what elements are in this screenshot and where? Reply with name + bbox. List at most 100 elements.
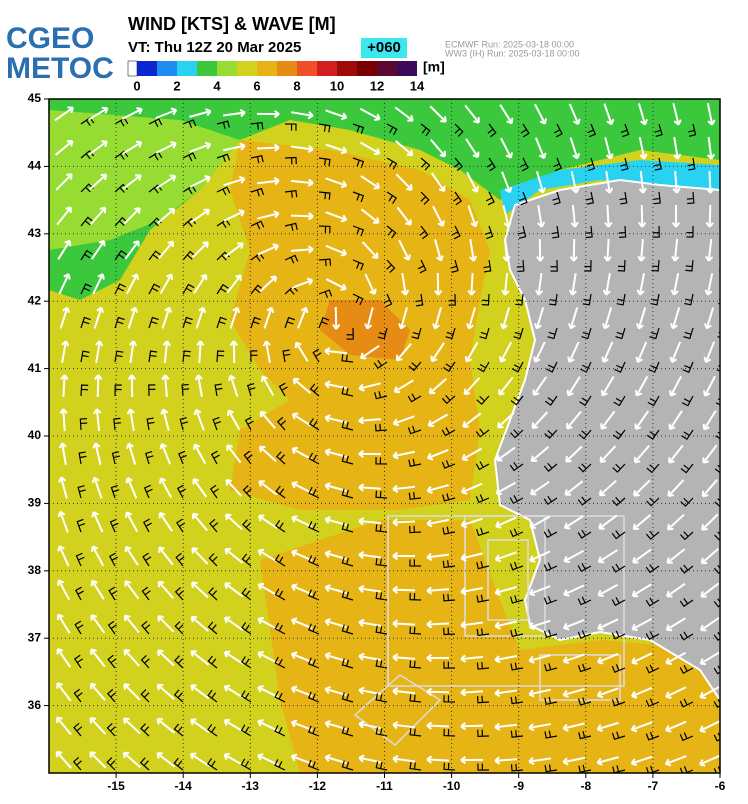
colorbar-segment	[357, 61, 377, 76]
wind-arrow	[530, 446, 550, 462]
wind-barb	[441, 395, 456, 405]
wind-arrow	[396, 206, 412, 226]
wind-barb	[318, 316, 330, 329]
wind-arrow-head	[665, 725, 672, 733]
wind-barb	[442, 526, 456, 535]
wind-arrow-head	[191, 512, 199, 520]
wind-arrow-head	[307, 245, 314, 254]
wind-arrow	[529, 619, 551, 629]
wind-barb	[580, 361, 592, 373]
wind-barb	[139, 757, 150, 771]
wind-arrow	[366, 307, 374, 329]
wind-arrow-head	[633, 456, 641, 464]
wind-barb	[510, 730, 524, 738]
wind-barb	[411, 327, 422, 340]
wind-arrow-head	[426, 552, 433, 561]
wind-arrow	[603, 307, 613, 329]
axes: -15 -14 -13 -12 -11 -10 -9 -8 -7 -6 45 44 43 42 41 40 39…	[28, 91, 726, 793]
wind-arrow	[597, 583, 619, 597]
wind-barb	[375, 524, 388, 533]
wind-arrow-head	[369, 288, 377, 295]
wind-arrow-head	[258, 445, 266, 453]
wind-barb	[240, 758, 252, 771]
wind-barb	[176, 484, 186, 499]
wind-arrow-head	[392, 653, 399, 662]
wind-barb	[581, 327, 592, 340]
wind-arrow	[631, 755, 653, 765]
wind-barb	[148, 250, 162, 261]
wind-barb	[284, 316, 296, 329]
wind-barb	[679, 698, 694, 708]
wind-arrow-head	[428, 387, 436, 395]
wind-arrow-head	[636, 289, 645, 296]
lon-tick-label: -7	[648, 779, 659, 793]
wind-barb	[148, 184, 163, 194]
wind-arrow-head	[202, 241, 209, 248]
wind-arrow-head	[568, 323, 576, 330]
wind-barb	[476, 628, 490, 637]
wind-arrow-head	[57, 510, 66, 518]
wind-arrow-head	[532, 389, 540, 396]
wind-arrow-head	[324, 618, 331, 626]
wind-arrow	[467, 205, 477, 227]
wind-arrow-head	[572, 152, 581, 160]
wind-barb	[409, 728, 422, 737]
wind-arrow	[189, 110, 211, 118]
wind-arrow-head	[426, 687, 433, 696]
wind-arrow-head	[528, 689, 535, 698]
wind-arrow	[700, 582, 720, 598]
wind-arrow	[494, 723, 518, 729]
wind-arrow-head	[538, 152, 547, 160]
wind-barb	[182, 283, 195, 295]
wind-field	[54, 103, 720, 773]
wind-arrow	[223, 144, 245, 152]
wind-arrow-head	[603, 255, 612, 262]
wind-arrow-head	[634, 423, 642, 430]
wind-arrow	[597, 652, 619, 664]
wind-arrow-head	[136, 107, 143, 115]
wind-barb	[620, 157, 629, 171]
wind-arrow	[192, 512, 208, 532]
wind-barb	[409, 525, 422, 534]
wind-barb	[216, 153, 231, 163]
wind-barb	[106, 723, 116, 737]
wind-arrow-head	[358, 483, 365, 492]
wind-arrow-head	[193, 408, 202, 416]
wind-arrow-head	[324, 652, 331, 660]
wind-arrow-head	[58, 442, 67, 449]
wind-arrow	[325, 721, 347, 731]
wind-arrow	[671, 307, 681, 329]
wind-barb	[375, 557, 388, 567]
wind-barb	[513, 327, 524, 340]
wind-arrow	[494, 689, 518, 695]
wind-arrow	[325, 484, 347, 492]
wind-arrow-head	[562, 622, 570, 631]
wind-barb	[109, 518, 119, 533]
wind-barb	[616, 293, 626, 306]
wind-arrow	[706, 273, 714, 295]
wind-barb	[509, 462, 524, 472]
wind-arrow	[631, 617, 653, 631]
wind-arrow	[598, 514, 618, 530]
wind-arrow-head	[190, 615, 198, 623]
wind-arrow-head	[291, 446, 298, 455]
wind-arrow	[704, 375, 716, 397]
wind-arrow	[59, 511, 69, 533]
wind-arrow-head	[170, 107, 178, 116]
wind-barb	[515, 293, 524, 306]
wind-arrow	[93, 307, 103, 329]
wind-arrow	[427, 413, 449, 427]
wind-arrow	[190, 684, 210, 700]
wind-arrow	[568, 341, 580, 363]
wind-arrow-head	[699, 725, 706, 733]
wind-arrow-head	[427, 420, 435, 428]
wind-arrow	[569, 137, 579, 159]
wind-arrow	[666, 548, 686, 564]
wind-arrow-head	[634, 390, 643, 397]
wind-arrow-head	[224, 548, 232, 555]
wind-arrow-head	[98, 239, 106, 247]
wind-arrow	[257, 652, 279, 664]
wind-arrow-head	[635, 323, 644, 330]
wind-arrow-head	[605, 153, 614, 160]
wind-arrow	[129, 408, 135, 432]
